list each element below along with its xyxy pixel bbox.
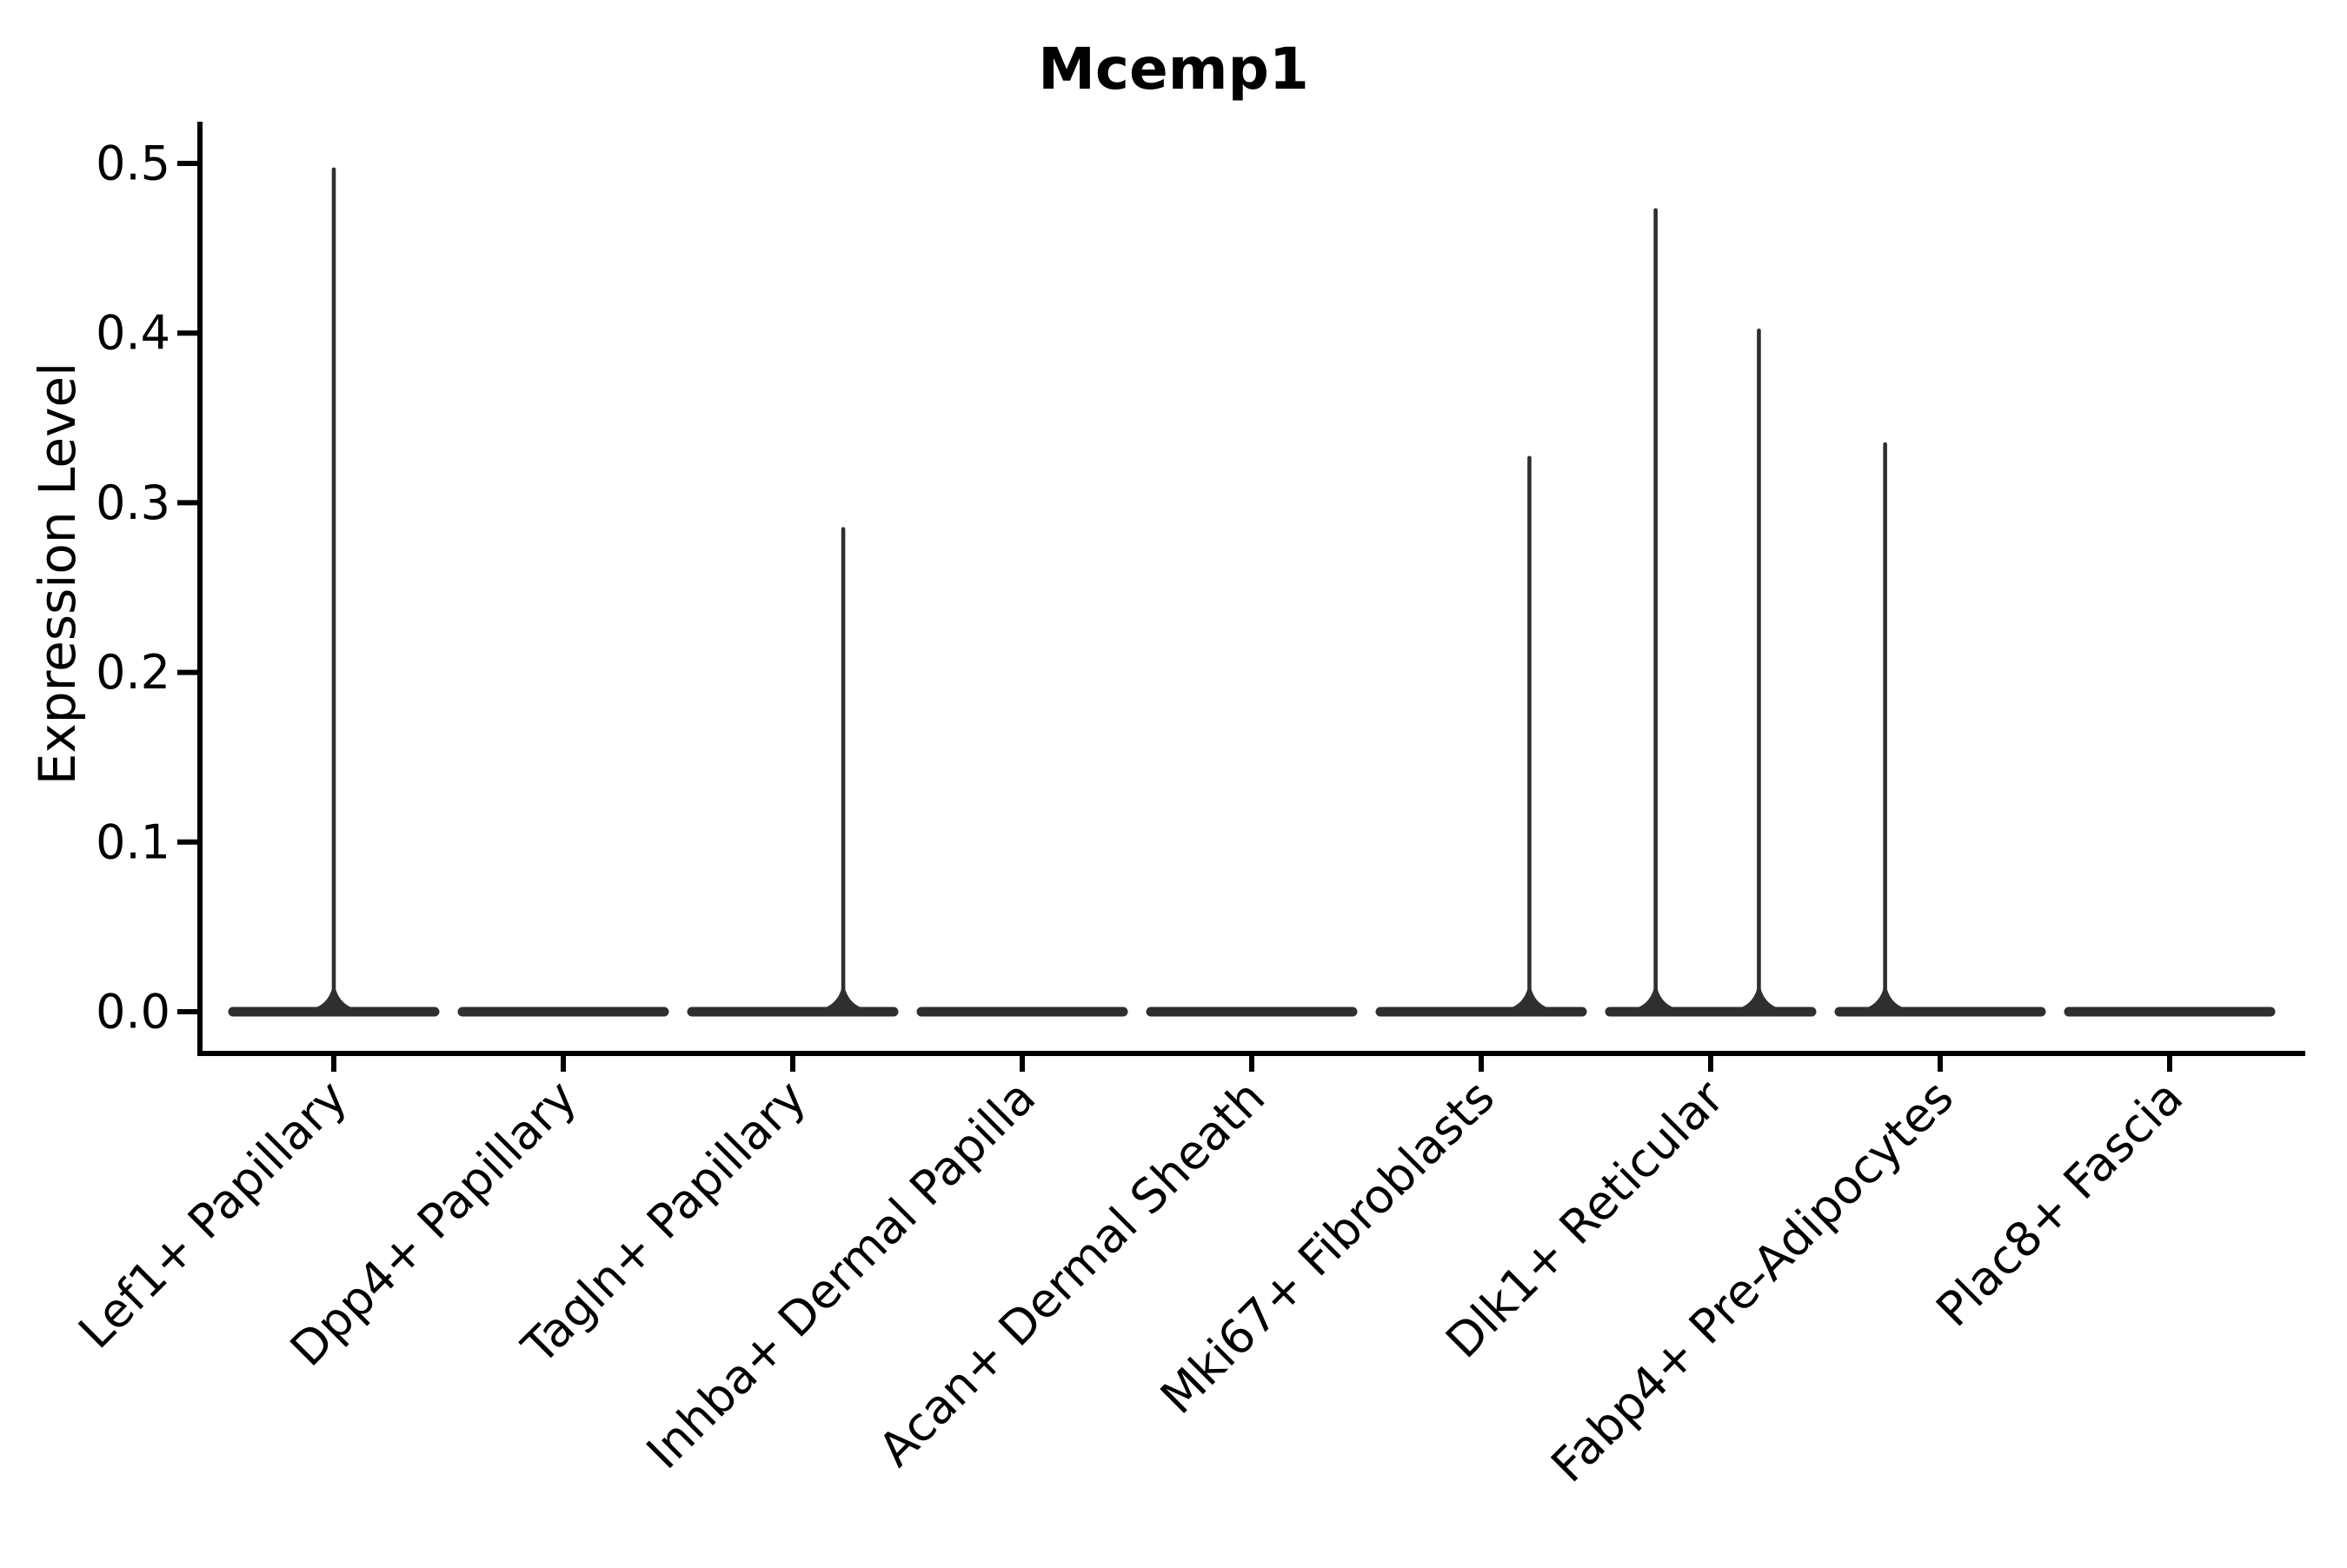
y-tick-label: 0.5 (96, 136, 170, 191)
y-tick-label: 0.4 (96, 306, 170, 361)
x-tick-label: Acan+ Dermal Sheath (868, 1070, 1275, 1477)
violin-layer (228, 167, 2276, 1017)
violin (1375, 455, 1587, 1017)
x-tick-label: Plac8+ Fascia (1925, 1070, 2193, 1338)
chart-title: Mcemp1 (1038, 36, 1309, 103)
violin (1834, 442, 2046, 1017)
y-tick-label: 0.3 (96, 475, 170, 530)
y-tick-label: 0.2 (96, 645, 170, 700)
x-tick-label: Inhba+ Dermal Papilla (636, 1070, 1046, 1479)
y-tick-label: 0.1 (96, 814, 170, 869)
violin (1605, 208, 1817, 1017)
y-tick-label: 0.0 (96, 985, 170, 1040)
y-axis-label: Expression Level (28, 362, 87, 785)
x-tick-label: Fabp4+ Pre-Adipocytes (1540, 1070, 1964, 1493)
violin (687, 527, 899, 1017)
violin (228, 167, 440, 1017)
